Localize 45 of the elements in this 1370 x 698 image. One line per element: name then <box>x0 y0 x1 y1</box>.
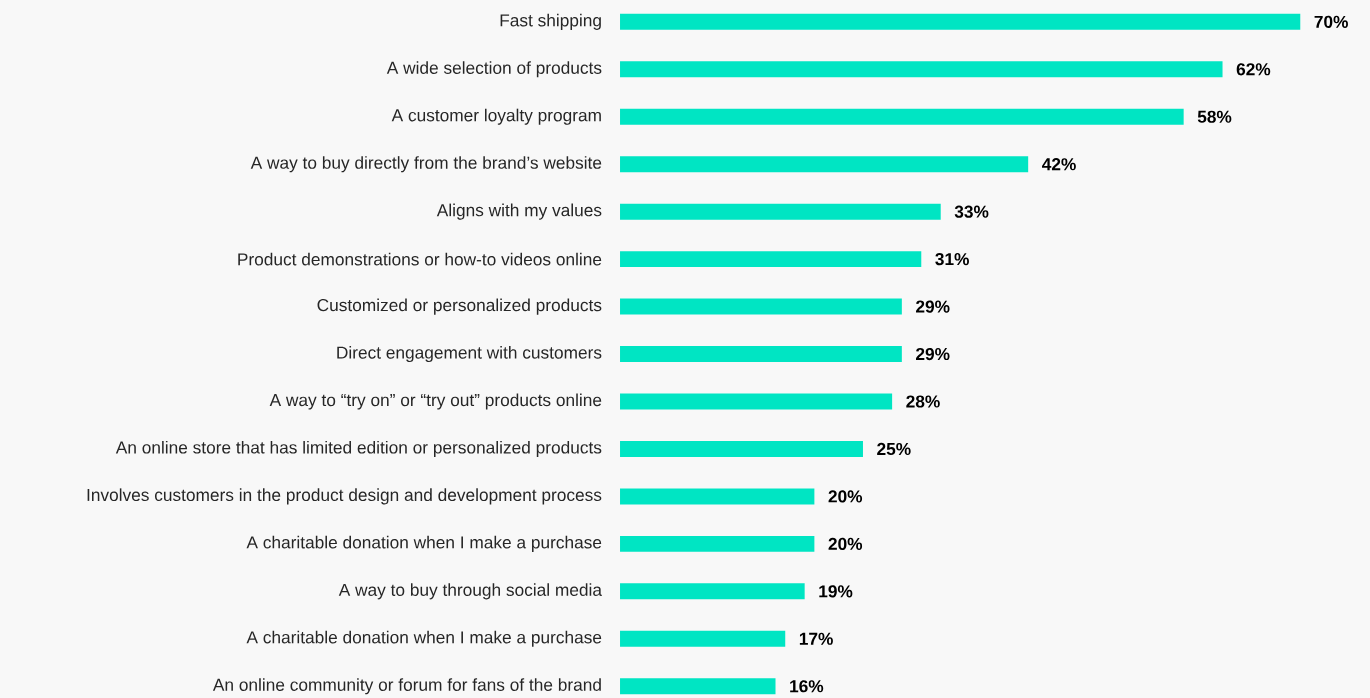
bar <box>620 156 1029 173</box>
y-tick-label: A way to buy through social media <box>338 583 602 600</box>
y-tick-label: An online store that has limited edition or personalized products <box>115 440 602 457</box>
data-label: 20% <box>828 537 863 550</box>
data-label: 29% <box>916 300 950 313</box>
bar <box>620 630 786 647</box>
y-tick-label: A way to buy directly from the brand’s website <box>250 156 602 173</box>
data-label: 42% <box>1042 158 1076 171</box>
data-label: 58% <box>1197 110 1232 123</box>
data-label: 16% <box>790 680 824 693</box>
y-tick-label: Involves customers in the product design and development process <box>87 488 602 505</box>
bar <box>620 251 922 268</box>
bar <box>620 346 902 362</box>
bar <box>620 61 1223 78</box>
y-tick-label: An online community or forum for fans of the brand <box>212 678 601 695</box>
y-tick-label: Product demonstrations or how-to videos online <box>238 252 602 266</box>
data-label: 20% <box>828 490 863 503</box>
data-label: 25% <box>877 442 911 456</box>
data-label: 28% <box>906 395 940 408</box>
data-label: 29% <box>916 347 950 361</box>
bar <box>620 440 863 457</box>
y-tick-label: Fast shipping <box>500 13 601 30</box>
y-tick-label: A wide selection of products <box>386 61 602 78</box>
bar <box>620 108 1184 125</box>
y-tick-label: Customized or personalized products <box>317 298 602 315</box>
data-label: 17% <box>799 632 833 645</box>
y-tick-label: Direct engagement with customers <box>337 345 602 363</box>
y-tick-label: Aligns with my values <box>436 203 602 220</box>
bar <box>620 393 893 410</box>
y-tick-label: A customer loyalty program <box>391 108 601 125</box>
y-tick-label: A way to “try on” or “try out” products online <box>269 393 602 410</box>
bar <box>620 583 805 600</box>
data-label: 70% <box>1314 15 1348 28</box>
bar <box>620 13 1301 30</box>
data-label: 62% <box>1236 63 1271 76</box>
data-label: 31% <box>935 252 969 266</box>
data-label: 19% <box>819 585 853 598</box>
bar <box>620 535 815 552</box>
bar <box>620 488 815 505</box>
data-label: 33% <box>954 205 989 218</box>
bar <box>620 203 941 220</box>
bar <box>620 298 902 315</box>
bar <box>620 678 776 695</box>
y-tick-label: A charitable donation when I make a purchase <box>246 535 602 552</box>
y-tick-label: A charitable donation when I make a purchase <box>246 630 602 647</box>
